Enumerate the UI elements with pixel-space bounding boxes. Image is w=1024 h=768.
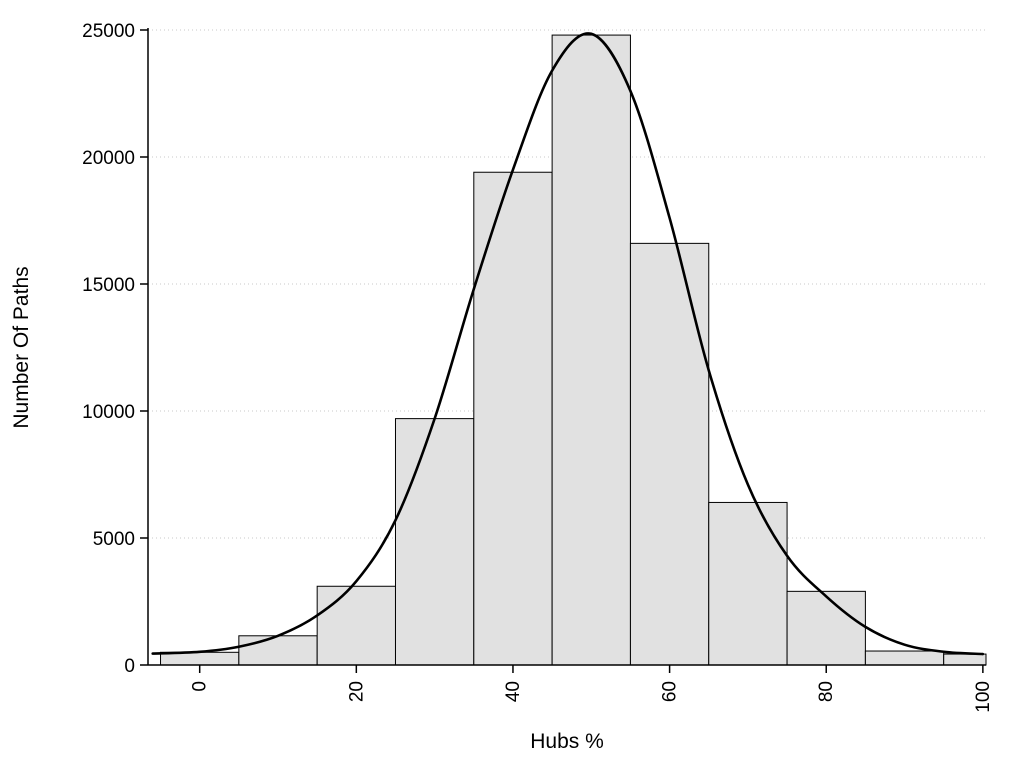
y-tick-label: 0 [124, 656, 135, 677]
y-tick-label: 25000 [82, 21, 135, 42]
histogram-bar [786, 590, 866, 666]
density-curve [151, 32, 985, 656]
histogram-bar [394, 418, 475, 666]
histogram-bar [864, 650, 945, 666]
x-tick-label: 80 [816, 681, 837, 702]
histogram-bar [943, 653, 987, 666]
y-tick-label: 10000 [82, 402, 135, 423]
y-axis: 0 5000 10000 15000 20000 25000 [82, 21, 149, 677]
histogram-bar [629, 242, 710, 666]
x-tick-label: 60 [660, 681, 681, 702]
y-tick-label: 5000 [93, 529, 135, 550]
x-axis: 0 20 40 60 80 100 [148, 664, 994, 713]
x-tick-label: 0 [190, 681, 211, 692]
y-axis-title: Number Of Paths [10, 266, 33, 428]
x-tick-label: 100 [973, 681, 994, 713]
histogram-bar [473, 171, 553, 666]
y-tick-label: 15000 [82, 275, 135, 296]
histogram-bar [238, 635, 318, 666]
x-tick-label: 40 [503, 681, 524, 702]
x-axis-title: Hubs % [530, 730, 604, 753]
histogram-bar [316, 585, 396, 666]
histogram-bar [551, 34, 631, 666]
x-tick-label: 20 [346, 681, 367, 702]
y-tick-label: 20000 [82, 148, 135, 169]
histogram-bars [160, 34, 987, 666]
histogram-bar [708, 501, 788, 666]
